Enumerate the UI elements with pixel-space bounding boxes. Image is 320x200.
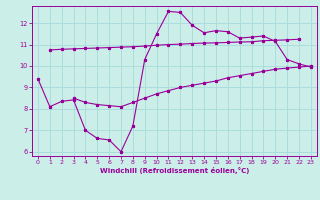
X-axis label: Windchill (Refroidissement éolien,°C): Windchill (Refroidissement éolien,°C): [100, 167, 249, 174]
